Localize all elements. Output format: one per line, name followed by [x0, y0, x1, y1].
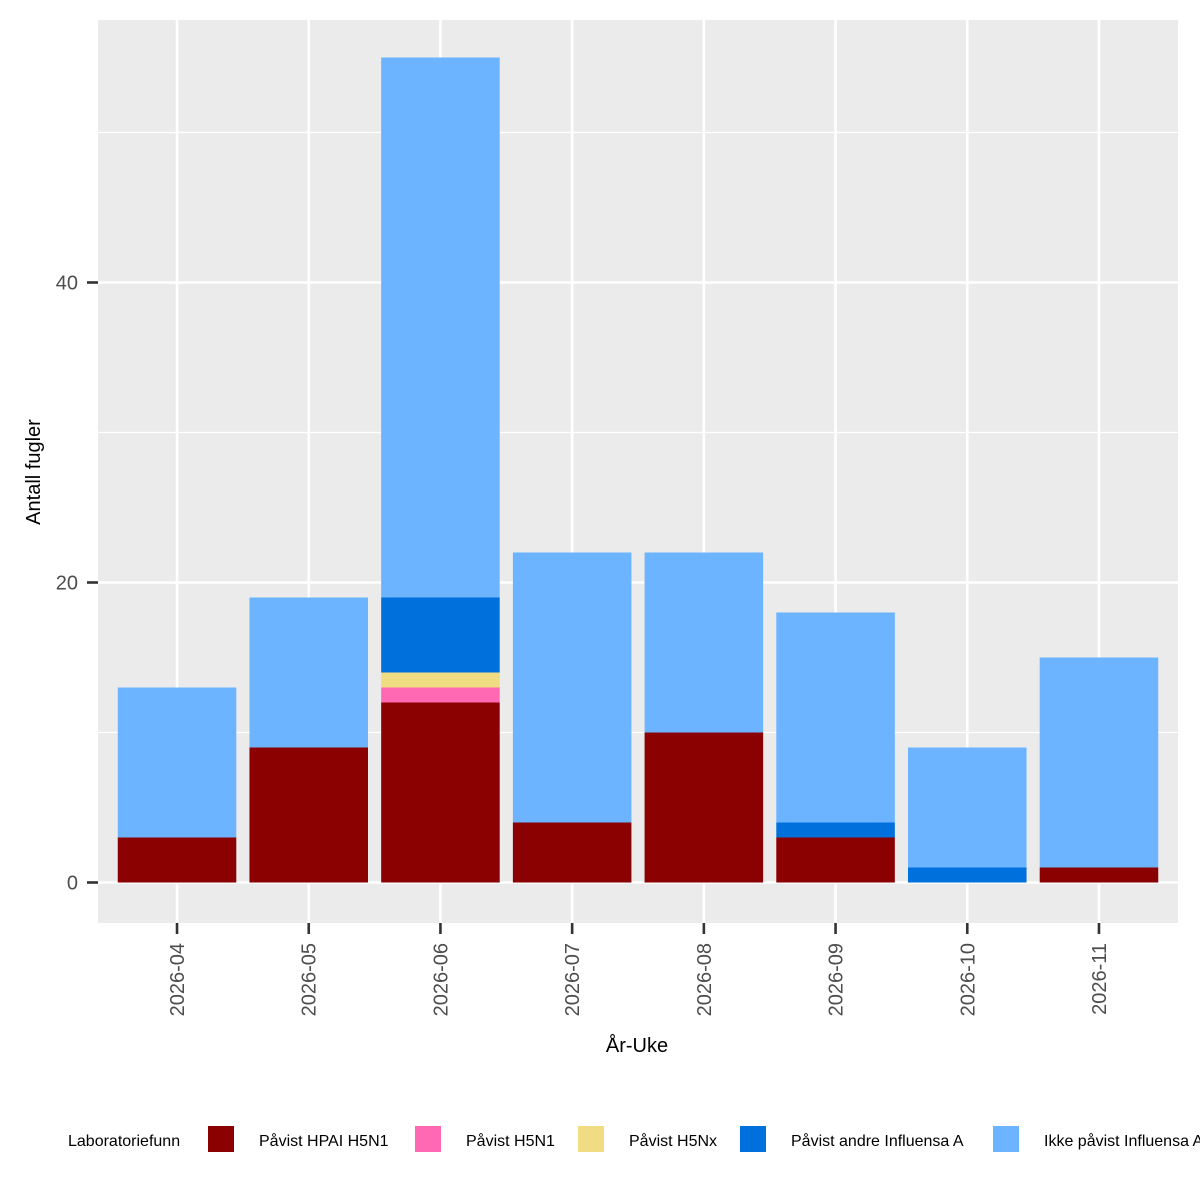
legend-key	[993, 1126, 1019, 1152]
bar-segment	[381, 597, 500, 673]
y-axis: 0 20 40	[56, 273, 98, 895]
bar-segment	[249, 597, 368, 748]
bar-segment	[776, 837, 895, 883]
legend-key	[208, 1126, 234, 1152]
bar-segment	[381, 672, 500, 688]
legend-key	[578, 1126, 604, 1152]
bar-segment	[381, 702, 500, 883]
x-tick-label: 2026-04	[167, 943, 189, 1016]
legend-key	[740, 1126, 766, 1152]
bar-segment	[908, 867, 1027, 883]
bar-segment	[644, 552, 764, 733]
bar-segment	[512, 822, 632, 883]
legend: Laboratoriefunn Påvist HPAI H5N1 Påvist H…	[68, 1126, 1200, 1152]
bar-segment	[381, 57, 500, 598]
x-tick-label: 2026-05	[299, 943, 321, 1016]
y-axis-title: Antall fugler	[23, 419, 45, 525]
x-tick-label: 2026-06	[430, 943, 452, 1016]
bar-segment	[381, 687, 500, 703]
bar-segment	[908, 747, 1027, 868]
y-tick-label: 40	[56, 273, 78, 295]
bar-segment	[117, 687, 237, 838]
bar-segment	[1039, 657, 1159, 868]
bar-segment	[1039, 867, 1159, 883]
bars	[117, 57, 1159, 883]
bar-segment	[644, 732, 764, 883]
y-tick-label: 0	[67, 873, 78, 895]
bar-segment	[776, 612, 895, 823]
x-tick-label: 2026-07	[562, 943, 584, 1016]
x-tick-label: 2026-11	[1089, 943, 1111, 1015]
x-axis: 2026-04 2026-05 2026-06 2026-07 2026-08 2026-…	[167, 923, 1111, 1016]
legend-label: Ikke påvist Influensa A	[1044, 1132, 1200, 1150]
y-tick-label: 20	[56, 573, 78, 595]
bar-segment	[117, 837, 237, 883]
x-tick-label: 2026-09	[826, 943, 848, 1016]
bar-segment	[512, 552, 632, 823]
legend-label: Påvist andre Influensa A	[791, 1132, 964, 1150]
bar-segment	[249, 747, 368, 883]
legend-label: Påvist HPAI H5N1	[259, 1132, 389, 1150]
x-tick-label: 2026-10	[957, 943, 979, 1016]
bar-segment	[776, 822, 895, 838]
legend-title: Laboratoriefunn	[68, 1133, 180, 1150]
x-axis-title: År-Uke	[606, 1034, 668, 1057]
legend-label: Påvist H5Nx	[629, 1132, 717, 1150]
legend-key	[415, 1126, 441, 1152]
x-tick-label: 2026-08	[694, 943, 716, 1016]
legend-label: Påvist H5N1	[466, 1132, 555, 1150]
